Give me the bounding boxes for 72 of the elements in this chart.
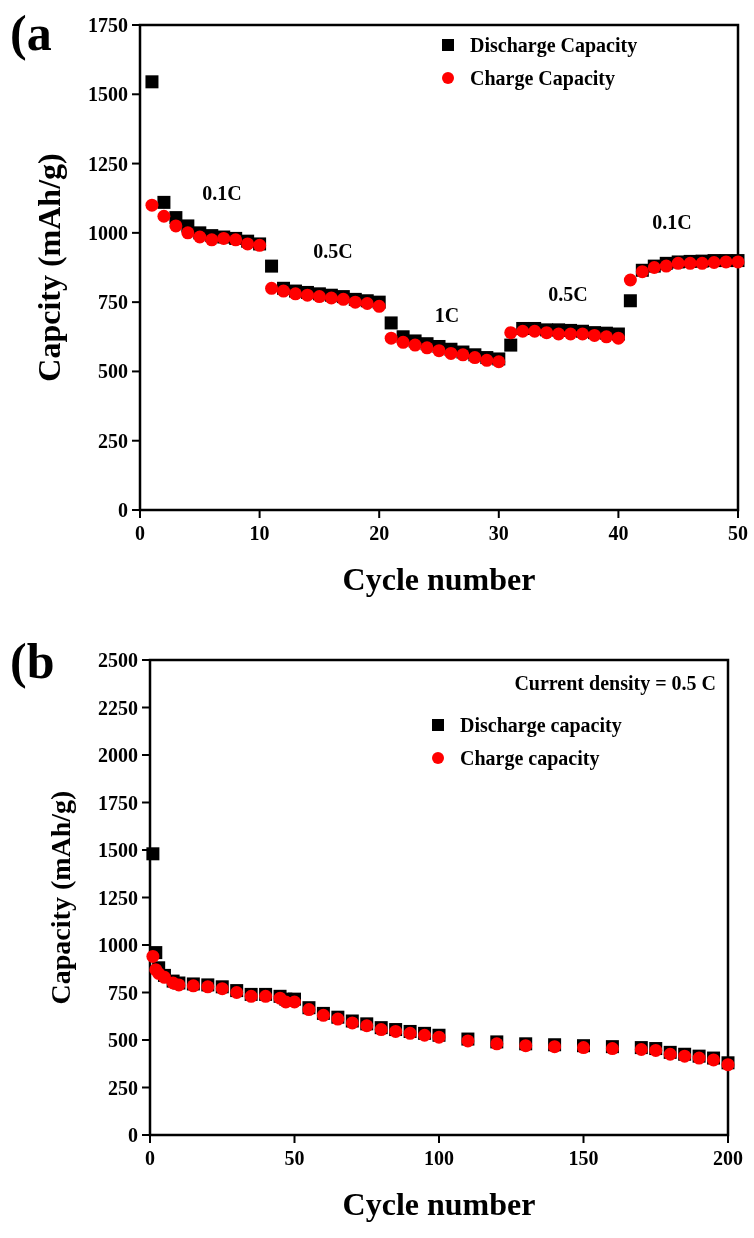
- y-axis-title: Capcity (mAh/g): [31, 153, 67, 382]
- point: [145, 75, 159, 89]
- point: [396, 335, 410, 349]
- y-tick-label: 2250: [98, 696, 138, 719]
- point: [265, 281, 279, 295]
- x-tick-label: 50: [728, 522, 748, 544]
- y-axis-title: Capacity (mAh/g): [45, 790, 76, 1005]
- y-tick-label: 1750: [88, 14, 128, 36]
- text: (a: [10, 5, 52, 61]
- y-tick-label: 500: [98, 360, 128, 383]
- x-tick-label: 150: [568, 1147, 599, 1169]
- point: [504, 326, 518, 340]
- point: [504, 338, 518, 352]
- point: [420, 341, 434, 355]
- annotation: 0.5C: [313, 240, 353, 262]
- point: [265, 259, 279, 273]
- x-axis-title: Cycle number: [342, 561, 536, 597]
- y-tick-label: 500: [108, 1029, 138, 1051]
- legend-label: Charge Capacity: [470, 67, 615, 90]
- y-tick-label: 2500: [98, 649, 138, 671]
- y-tick-label: 1000: [98, 934, 138, 956]
- y-tick-label: 2000: [98, 744, 138, 766]
- point: [623, 273, 637, 287]
- legend-label: Discharge capacity: [460, 714, 622, 737]
- point: [169, 219, 183, 233]
- x-tick-label: 40: [608, 522, 629, 544]
- legend-title: Current density = 0.5 C: [514, 672, 716, 695]
- point: [611, 331, 625, 345]
- y-tick-label: 1750: [98, 791, 138, 814]
- y-tick-label: 0: [128, 1124, 138, 1146]
- point: [384, 316, 398, 330]
- point: [181, 226, 195, 240]
- point: [444, 346, 458, 360]
- legend-label: Discharge Capacity: [470, 34, 638, 57]
- text: (b: [10, 633, 55, 689]
- annotation: 0.1C: [202, 182, 242, 204]
- annotation: 0.1C: [652, 211, 692, 233]
- legend-label: Charge capacity: [460, 747, 600, 770]
- point: [146, 847, 160, 861]
- y-tick-label: 750: [98, 291, 128, 314]
- x-axis-title: Cycle number: [342, 1186, 536, 1222]
- x-tick-label: 200: [713, 1147, 743, 1169]
- y-tick-label: 250: [98, 429, 128, 452]
- x-tick-label: 100: [424, 1147, 454, 1169]
- y-tick-label: 1500: [98, 839, 138, 861]
- x-tick-label: 50: [284, 1147, 305, 1169]
- y-tick-label: 1500: [88, 83, 128, 106]
- point: [599, 330, 613, 344]
- point: [408, 338, 422, 352]
- point: [205, 233, 219, 247]
- point: [193, 230, 207, 244]
- y-tick-label: 750: [108, 981, 138, 1004]
- point: [432, 344, 446, 358]
- x-tick-label: 30: [488, 522, 509, 544]
- x-tick-label: 20: [369, 522, 390, 544]
- point: [372, 299, 386, 313]
- annotation: 0.5C: [548, 283, 588, 305]
- y-tick-label: 1000: [88, 221, 128, 244]
- y-tick-label: 1250: [88, 152, 128, 175]
- point: [384, 331, 398, 345]
- point: [145, 198, 159, 212]
- point: [623, 294, 637, 308]
- point: [564, 327, 578, 341]
- point: [157, 209, 171, 223]
- y-tick-label: 0: [118, 499, 128, 521]
- y-tick-label: 1250: [98, 886, 138, 909]
- x-tick-label: 0: [145, 1147, 155, 1169]
- point: [157, 195, 171, 209]
- point: [552, 327, 566, 341]
- y-tick-label: 250: [108, 1076, 138, 1099]
- x-tick-label: 10: [249, 522, 270, 544]
- annotation: 1C: [434, 304, 460, 326]
